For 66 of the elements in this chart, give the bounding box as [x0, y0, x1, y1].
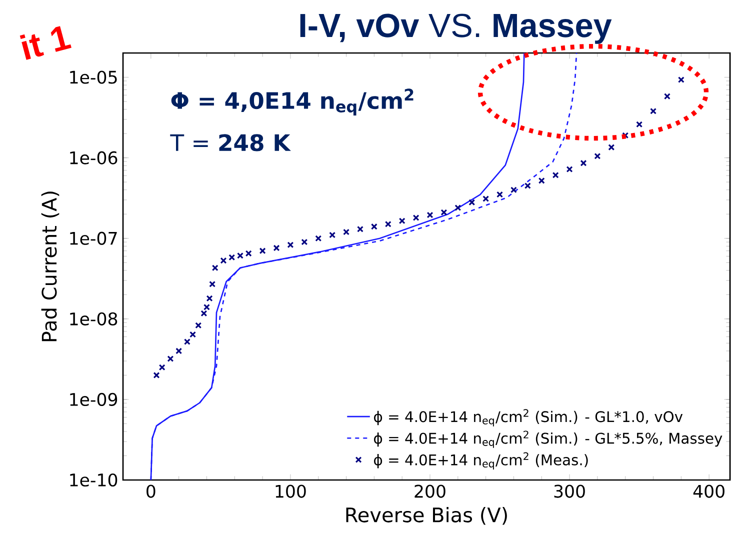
point — [454, 204, 462, 211]
point — [195, 322, 202, 329]
point — [510, 186, 517, 194]
text: Φ = 4,0E14 n$_{eq}$/cm$^{2}$ — [171, 88, 414, 116]
point — [580, 160, 587, 166]
point — [329, 232, 336, 238]
point — [228, 254, 236, 261]
point — [206, 295, 213, 302]
point — [158, 364, 166, 371]
point — [468, 199, 476, 206]
legend-label: ϕ = 4.0E+14 n$_{eq}$/cm$^{2}$ (Sim.) - GL*5.5%, Massey — [374, 430, 722, 448]
point — [496, 191, 504, 198]
point — [315, 235, 322, 242]
point — [664, 93, 670, 100]
point — [203, 304, 210, 310]
point — [167, 356, 174, 362]
point — [538, 177, 545, 184]
y-tick-label: 1e-09 — [70, 392, 118, 406]
point — [153, 372, 160, 378]
annotation: T = 248 K — [170, 134, 291, 152]
point — [287, 242, 294, 248]
y-tick-label: 1e-06 — [70, 151, 118, 164]
point — [176, 348, 182, 354]
point — [608, 144, 615, 151]
x-tick-label: 0 — [146, 484, 156, 498]
point — [524, 182, 531, 189]
point — [236, 252, 244, 259]
y-axis-title: Pad Current (A) — [41, 192, 60, 342]
x-tick-label: 400 — [693, 484, 724, 498]
point — [245, 250, 252, 257]
point — [184, 338, 190, 346]
point — [190, 331, 196, 338]
point — [384, 220, 392, 228]
point — [301, 238, 308, 246]
point — [636, 121, 643, 128]
legend-label: ϕ = 4.0E+14 n$_{eq}$/cm$^{2}$ (Meas.) — [374, 452, 588, 470]
y-tick-label: 1e-08 — [70, 312, 118, 326]
point — [370, 223, 378, 230]
point — [273, 244, 280, 252]
text: it 1 — [20, 26, 72, 60]
point — [552, 172, 559, 178]
point — [594, 152, 601, 160]
x-tick-label: 200 — [414, 484, 446, 498]
point — [220, 257, 227, 264]
point — [398, 218, 406, 224]
y-tick-label: 1e-07 — [70, 232, 117, 245]
point — [212, 264, 218, 272]
point — [440, 209, 448, 216]
point — [259, 248, 266, 254]
point — [650, 108, 657, 114]
x-tick-label: 100 — [276, 484, 306, 498]
point — [200, 310, 208, 317]
x-axis-title: Reverse Bias (V) — [346, 506, 507, 525]
y-tick-label: 1e-05 — [70, 70, 117, 84]
chart-title: I-V, vOv VS. Massey — [300, 14, 612, 44]
point — [343, 228, 350, 236]
y-tick-label: 1e-10 — [70, 473, 118, 487]
legend-label: ϕ = 4.0E+14 n$_{eq}$/cm$^{2}$ (Sim.) - GL*1.0, vOv — [374, 409, 683, 426]
point — [426, 212, 434, 218]
point — [412, 214, 420, 222]
point — [678, 76, 684, 84]
point — [566, 166, 573, 173]
x-tick-label: 300 — [554, 484, 585, 498]
point — [356, 226, 364, 232]
point — [209, 280, 216, 288]
point — [482, 196, 490, 202]
